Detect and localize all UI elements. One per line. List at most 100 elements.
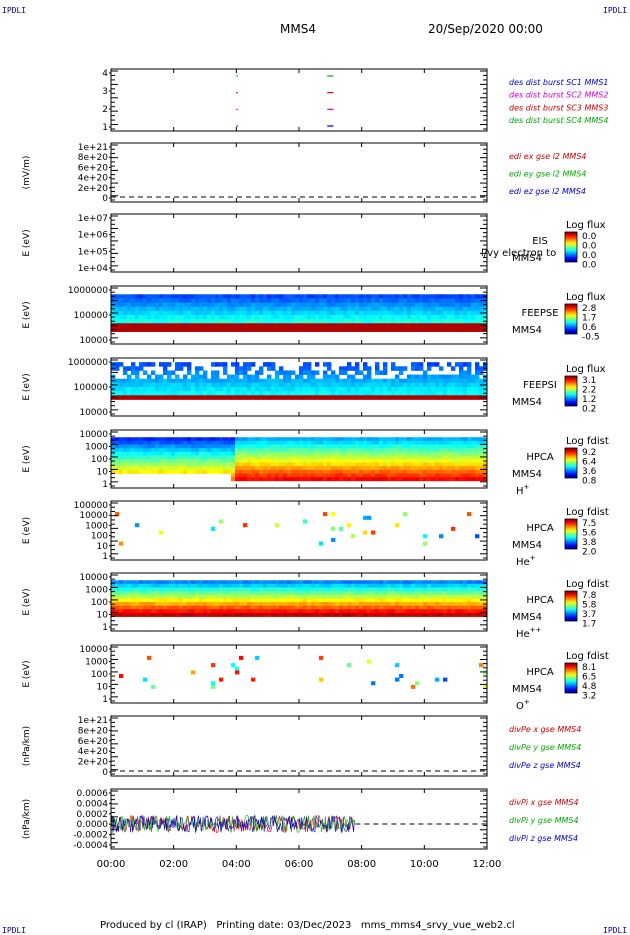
- ytick-label: 2e+20: [78, 758, 109, 768]
- ytick-label: 100: [91, 455, 108, 465]
- xtick-label: 10:00: [410, 859, 439, 870]
- ytick-label: 1000: [85, 443, 108, 453]
- ytick-label: 2: [102, 105, 108, 115]
- instrument-label: FEEPSE: [521, 308, 558, 319]
- colorbar-tick: 0.0: [582, 232, 597, 242]
- ylabel: (mV/m): [22, 156, 32, 190]
- ytick-label: -0.0004: [73, 841, 108, 851]
- ytick-label: 10000: [79, 645, 108, 655]
- legend-entry: divPe y gse MMS4: [509, 743, 581, 752]
- instrument-label: HPCA: [526, 667, 554, 678]
- ytick-label: 0: [102, 194, 108, 204]
- ytick-label: 1e+04: [78, 264, 109, 274]
- corner-label-top-left: IPDLI: [2, 6, 27, 15]
- ytick-label: 6e+20: [78, 163, 109, 173]
- panel-frame: [110, 213, 488, 273]
- ytick-label: 1: [102, 552, 108, 562]
- colorbar: [564, 375, 578, 407]
- ytick-label: 4: [102, 69, 108, 79]
- date-title: 20/Sep/2020 00:00: [428, 22, 543, 36]
- ytick-label: 100: [91, 598, 108, 608]
- ytick-label: 100000: [74, 501, 109, 511]
- legend-entry: des dist burst SC4 MMS4: [509, 116, 608, 125]
- hpca_h-spectrogram: [111, 437, 488, 482]
- ytick-label: 1e+21: [78, 716, 108, 726]
- colorbar: [564, 662, 578, 694]
- panel-burst: 4 3 2 1 des dist burst SC1 MMS1 des dist burs…: [102, 68, 608, 133]
- species-label: He+: [516, 554, 536, 568]
- legend-entry: edi ex gse l2 MMS4: [509, 152, 587, 161]
- probe-label: MMS4: [512, 325, 542, 336]
- instrument-label: HPCA: [526, 523, 554, 534]
- colorbar-tick: 3.6: [582, 467, 597, 477]
- legend-entry: divPi y gse MMS4: [509, 816, 579, 825]
- hpca_o-spectrogram: [119, 655, 488, 689]
- ytick-label: 1: [102, 695, 108, 705]
- ytick-label: 0: [102, 768, 108, 778]
- colorbar-tick: 9.2: [582, 448, 596, 458]
- corner-label-top-right: IPDLI: [603, 6, 628, 15]
- ytick-label: 100000: [74, 383, 109, 393]
- ytick-label: 10: [97, 683, 109, 693]
- feepse-spectrogram: [111, 294, 488, 332]
- colorbar: [564, 447, 578, 479]
- ytick-label: 1000: [85, 658, 108, 668]
- colorbar-title: Log flux: [566, 364, 606, 375]
- probe-label: MMS4: [512, 253, 542, 264]
- species-charge: +: [530, 554, 536, 562]
- colorbar-tick: 0.2: [582, 405, 596, 415]
- divpi-trace-1: [110, 814, 355, 833]
- ytick-label: 10: [97, 542, 109, 552]
- ytick-label: 1e+06: [78, 231, 109, 241]
- ytick-label: 8e+20: [78, 153, 109, 163]
- species-charge: +: [524, 483, 530, 491]
- species-name: He: [516, 629, 530, 640]
- ytick-label: 4e+20: [78, 174, 109, 184]
- instrument-label: EIS: [532, 236, 548, 247]
- colorbar-title: Log flux: [566, 220, 606, 231]
- legend-entry: des dist burst SC3 MMS3: [509, 103, 608, 112]
- legend-entry: divPe x gse MMS4: [509, 725, 581, 734]
- colorbar-tick: 8.1: [582, 663, 596, 673]
- species-label: O+: [516, 698, 530, 712]
- panel-frame: [110, 500, 488, 561]
- probe-title: MMS4: [280, 22, 316, 36]
- panel-frame: [110, 142, 488, 203]
- colorbar-tick: 3.1: [582, 376, 596, 386]
- ylabel: (nPa/km): [22, 726, 32, 766]
- colorbar-tick: 3.7: [582, 610, 596, 620]
- ytick-label: 2e+20: [78, 184, 109, 194]
- colorbar-tick: 3.8: [582, 538, 597, 548]
- species-name: H: [516, 486, 524, 497]
- colorbar-tick: -0.5: [582, 333, 600, 343]
- ylabel: E (eV): [22, 229, 32, 256]
- colorbar: [564, 231, 578, 263]
- colorbar-title: Log fdist: [566, 651, 609, 662]
- legend-entry: divPe z gse MMS4: [509, 761, 581, 770]
- footer-credit: Produced by cl (IRAP) Printing date: 03/…: [100, 920, 515, 931]
- species-name: O: [516, 701, 524, 712]
- ytick-label: 10000: [79, 408, 108, 418]
- xtick-label: 00:00: [97, 859, 126, 870]
- colorbar-title: Log fdist: [566, 579, 609, 590]
- colorbar-tick: 7.8: [582, 591, 597, 601]
- instrument-label: FEEPSI: [523, 380, 557, 391]
- probe-label: MMS4: [512, 684, 542, 695]
- legend-entry: edi ey gse l2 MMS4: [509, 170, 587, 179]
- colorbar-tick: 1.7: [582, 314, 596, 324]
- colorbar-tick: 1.7: [582, 620, 596, 630]
- colorbar-tick: 0.0: [582, 251, 597, 261]
- ytick-label: 6e+20: [78, 737, 109, 747]
- ytick-label: 10: [97, 468, 109, 478]
- xtick-label: 12:00: [473, 859, 502, 870]
- panel-frame: [110, 644, 488, 704]
- ytick-label: 1000000: [68, 286, 108, 296]
- colorbar-tick: 5.8: [582, 601, 597, 611]
- colorbar-tick: 2.0: [582, 548, 597, 558]
- hpca_hepp-spectrogram: [111, 580, 488, 617]
- colorbar-tick: 7.5: [582, 519, 596, 529]
